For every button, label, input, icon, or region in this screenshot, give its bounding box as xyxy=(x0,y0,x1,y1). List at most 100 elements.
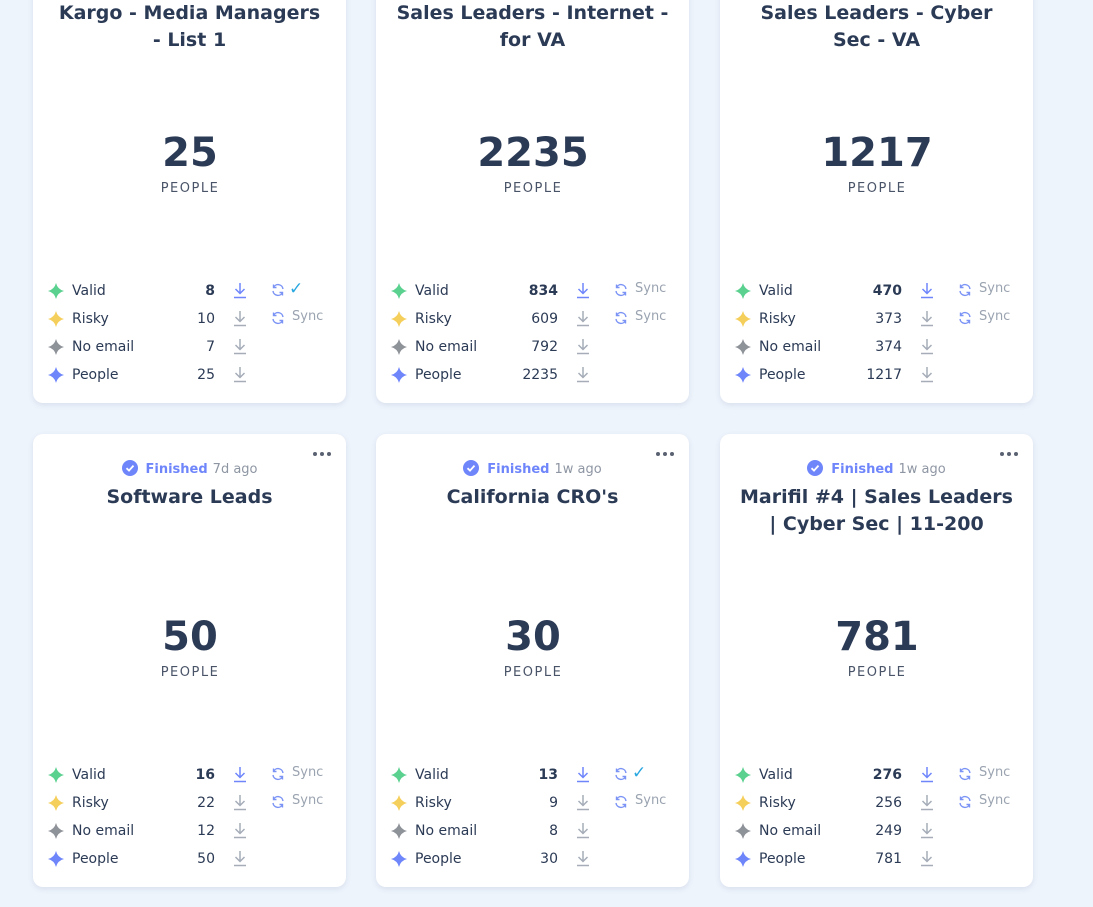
legend-icon xyxy=(391,851,407,867)
menu-dot xyxy=(320,452,324,456)
legend-star xyxy=(391,311,407,327)
download-button[interactable] xyxy=(233,281,247,299)
sync-icon[interactable] xyxy=(958,311,972,325)
sync-button[interactable]: Sync xyxy=(979,309,1011,324)
more-menu[interactable] xyxy=(999,451,1019,457)
list-title: Kargo - Media Managers - List 1 xyxy=(58,2,321,51)
sync-icon[interactable] xyxy=(614,767,628,781)
row-label: No email xyxy=(72,339,135,355)
row-label: No email xyxy=(759,823,822,839)
legend-star xyxy=(735,823,751,839)
legend-star xyxy=(391,367,407,383)
legend-icon xyxy=(48,851,64,867)
sync-button[interactable]: Sync xyxy=(635,793,667,808)
sync-arrows xyxy=(615,767,627,781)
sync-arrows xyxy=(615,283,627,297)
row-label: People xyxy=(72,851,119,867)
row-value: 374 xyxy=(875,339,902,355)
row-label: People xyxy=(415,367,462,383)
sync-button[interactable]: Sync xyxy=(979,765,1011,780)
download-icon xyxy=(577,339,589,355)
sync-arrows xyxy=(615,795,627,809)
more-menu[interactable] xyxy=(655,451,675,457)
sync-icon[interactable] xyxy=(271,283,285,297)
legend-star xyxy=(391,795,407,811)
download-button[interactable] xyxy=(920,765,934,783)
sync-button[interactable]: Sync xyxy=(979,793,1011,808)
download-button[interactable] xyxy=(233,821,247,839)
download-button[interactable] xyxy=(576,365,590,383)
download-button[interactable] xyxy=(920,821,934,839)
status-text: Finished xyxy=(487,462,550,477)
download-icon xyxy=(234,795,246,811)
legend-icon xyxy=(735,795,751,811)
sync-button[interactable]: Sync xyxy=(635,309,667,324)
legend-icon xyxy=(735,339,751,355)
sync-icon[interactable] xyxy=(271,795,285,809)
sync-button[interactable]: Sync xyxy=(979,281,1011,296)
row-value: 12 xyxy=(197,823,215,839)
sync-button[interactable]: Sync xyxy=(292,309,324,324)
donut-chart: 2235 PEOPLE xyxy=(438,70,589,196)
download-icon xyxy=(577,795,589,811)
sync-button[interactable]: ✓ xyxy=(289,279,304,299)
more-menu[interactable] xyxy=(312,451,332,457)
download-button[interactable] xyxy=(576,281,590,299)
status: Finished 1w ago xyxy=(376,460,689,479)
sync-arrows xyxy=(272,311,284,325)
download-icon xyxy=(234,339,246,355)
status-circle xyxy=(121,460,138,476)
download-button[interactable] xyxy=(233,337,247,355)
sync-button[interactable]: Sync xyxy=(292,765,324,780)
sync-icon[interactable] xyxy=(958,767,972,781)
download-button[interactable] xyxy=(576,337,590,355)
sync-icon[interactable] xyxy=(614,795,628,809)
download-icon xyxy=(577,851,589,867)
legend-star xyxy=(48,767,64,783)
download-button[interactable] xyxy=(920,849,934,867)
download-icon xyxy=(921,339,933,355)
row-value: 30 xyxy=(540,851,558,867)
sync-icon[interactable] xyxy=(614,311,628,325)
download-button[interactable] xyxy=(233,793,247,811)
download-button[interactable] xyxy=(920,337,934,355)
sync-icon[interactable] xyxy=(271,311,285,325)
sync-icon[interactable] xyxy=(271,767,285,781)
sync-arrows xyxy=(615,311,627,325)
donut-chart: 30 PEOPLE xyxy=(438,554,561,680)
sync-button[interactable]: ✓ xyxy=(632,763,647,783)
download-button[interactable] xyxy=(920,793,934,811)
sync-icon[interactable] xyxy=(958,283,972,297)
download-button[interactable] xyxy=(920,281,934,299)
legend-star xyxy=(735,339,751,355)
download-button[interactable] xyxy=(233,309,247,327)
list-card: Sales Leaders - Internet - for VA 2235 PEO… xyxy=(376,0,689,403)
menu-dot xyxy=(313,452,317,456)
download-button[interactable] xyxy=(576,821,590,839)
legend-star xyxy=(48,283,64,299)
row-value: 22 xyxy=(197,795,215,811)
download-icon xyxy=(234,823,246,839)
list-card: Finished 1w ago California CRO's 30 PEOPLE Va… xyxy=(376,434,689,887)
row-value: 25 xyxy=(197,367,215,383)
legend-icon xyxy=(391,339,407,355)
download-button[interactable] xyxy=(576,765,590,783)
download-button[interactable] xyxy=(233,849,247,867)
download-button[interactable] xyxy=(576,309,590,327)
list-title: California CRO's xyxy=(446,486,619,508)
download-button[interactable] xyxy=(233,365,247,383)
download-button[interactable] xyxy=(576,849,590,867)
download-button[interactable] xyxy=(920,309,934,327)
download-button[interactable] xyxy=(920,365,934,383)
sync-icon[interactable] xyxy=(614,283,628,297)
sync-button[interactable]: Sync xyxy=(635,281,667,296)
download-button[interactable] xyxy=(233,765,247,783)
donut-total: 2235 xyxy=(477,130,588,176)
download-button[interactable] xyxy=(576,793,590,811)
sync-button[interactable]: Sync xyxy=(292,793,324,808)
list-title: Sales Leaders - Cyber Sec - VA xyxy=(760,2,993,51)
menu-dot xyxy=(670,452,674,456)
download-icon xyxy=(577,311,589,327)
legend-icon xyxy=(391,367,407,383)
sync-icon[interactable] xyxy=(958,795,972,809)
